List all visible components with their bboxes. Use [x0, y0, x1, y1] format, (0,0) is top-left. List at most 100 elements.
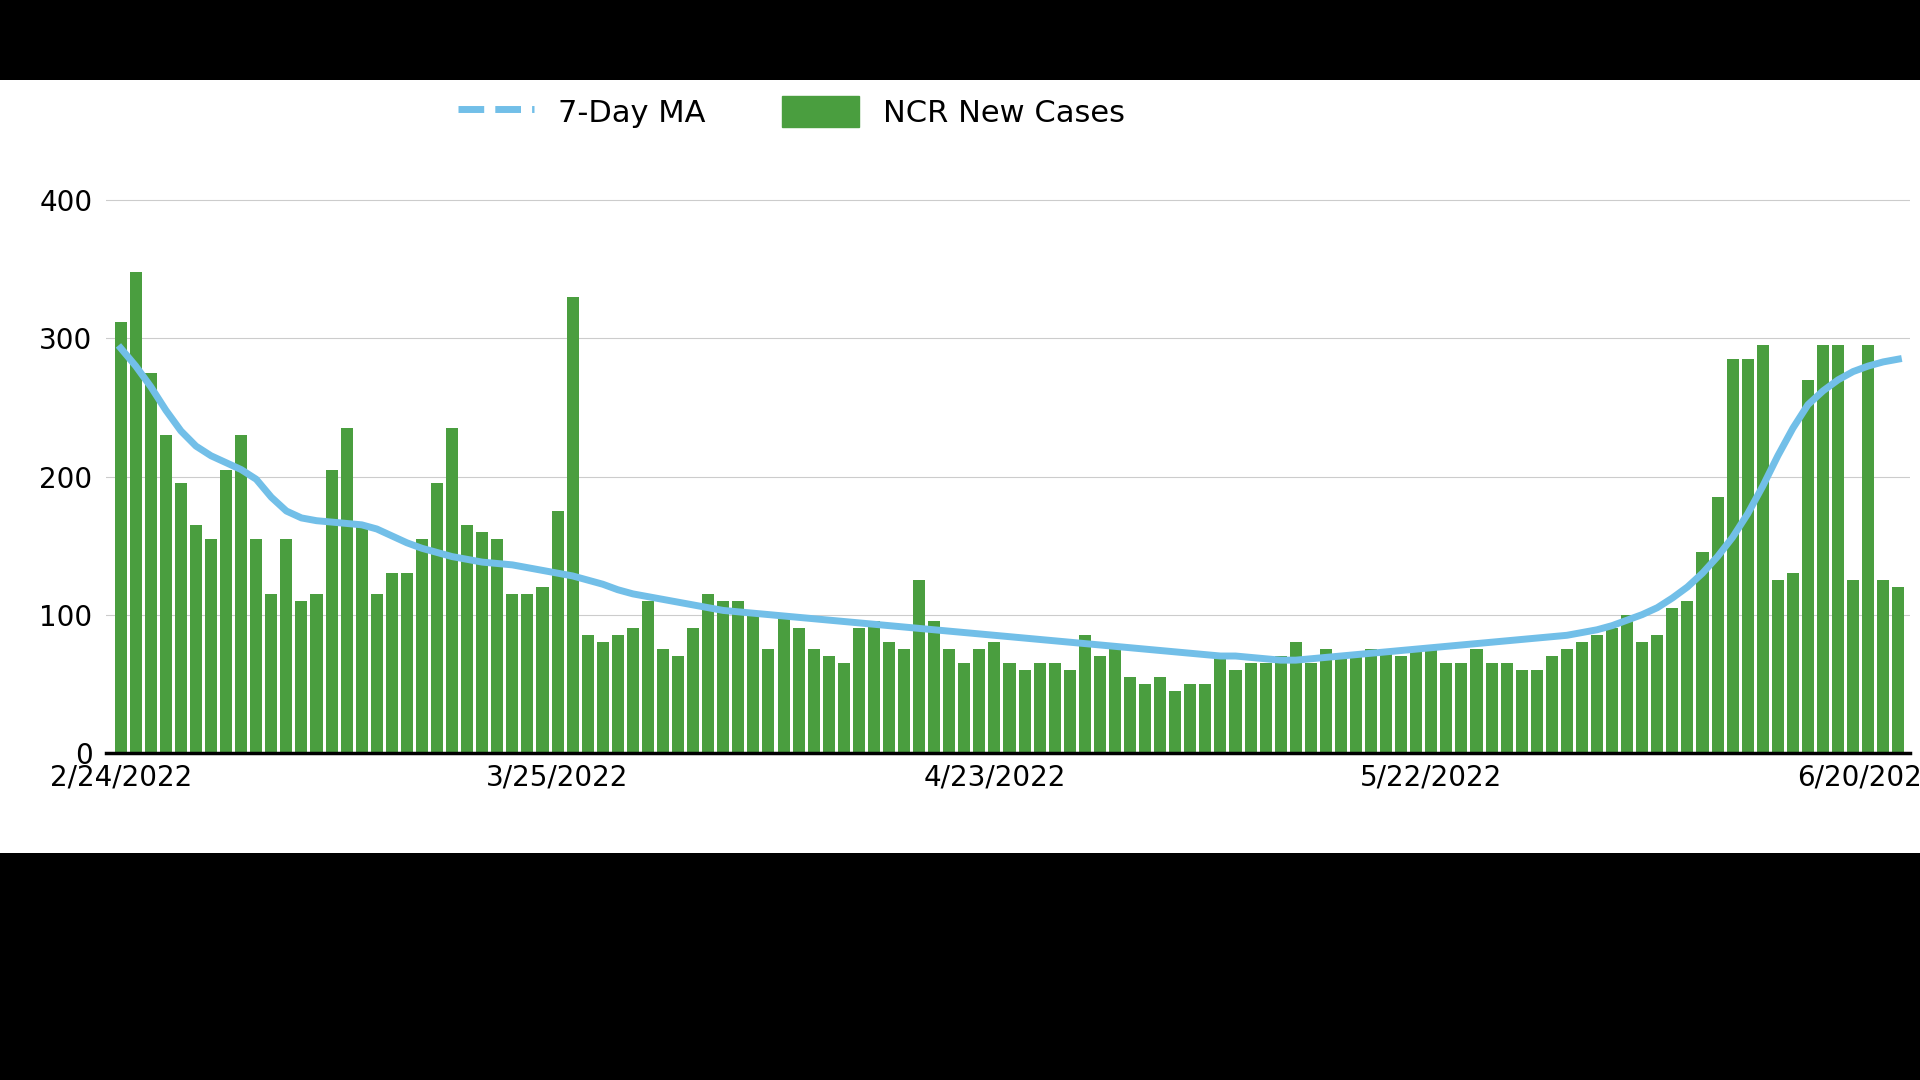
Bar	[1048, 663, 1060, 753]
Bar	[1064, 670, 1075, 753]
Bar	[626, 629, 639, 753]
Bar	[1816, 346, 1830, 753]
Bar	[1711, 497, 1724, 753]
Bar	[747, 615, 760, 753]
Bar	[672, 656, 684, 753]
Bar	[1306, 663, 1317, 753]
Bar	[1530, 670, 1544, 753]
Bar	[868, 621, 879, 753]
Bar	[1244, 663, 1256, 753]
Bar	[808, 649, 820, 753]
Bar	[430, 484, 444, 753]
Bar	[703, 594, 714, 753]
Bar	[1788, 573, 1799, 753]
Bar	[221, 470, 232, 753]
Bar	[1741, 360, 1753, 753]
Bar	[1319, 649, 1332, 753]
Bar	[1200, 684, 1212, 753]
Bar	[1726, 360, 1740, 753]
Bar	[1620, 615, 1634, 753]
Bar	[1409, 649, 1423, 753]
Bar	[205, 539, 217, 753]
Bar	[687, 629, 699, 753]
Bar	[492, 539, 503, 753]
Bar	[1455, 663, 1467, 753]
Bar	[1033, 663, 1046, 753]
Bar	[762, 649, 774, 753]
Bar	[943, 649, 956, 753]
Bar	[522, 594, 534, 753]
Bar	[476, 531, 488, 753]
Bar	[1546, 656, 1557, 753]
Bar	[1110, 649, 1121, 753]
Bar	[175, 484, 186, 753]
Bar	[326, 470, 338, 753]
Bar	[989, 643, 1000, 753]
Bar	[1350, 656, 1361, 753]
Bar	[1290, 643, 1302, 753]
Bar	[1169, 690, 1181, 753]
Bar	[1004, 663, 1016, 753]
Bar	[927, 621, 941, 753]
Bar	[296, 600, 307, 753]
Bar	[1772, 580, 1784, 753]
Bar	[144, 373, 157, 753]
Bar	[1697, 553, 1709, 753]
Bar	[793, 629, 804, 753]
Bar	[1275, 656, 1286, 753]
Bar	[732, 600, 745, 753]
Bar	[1334, 656, 1348, 753]
Bar	[190, 525, 202, 753]
Bar	[234, 435, 248, 753]
Bar	[883, 643, 895, 753]
Bar	[1832, 346, 1843, 753]
Bar	[1501, 663, 1513, 753]
Bar	[1893, 586, 1905, 753]
Bar	[1079, 635, 1091, 753]
Bar	[280, 539, 292, 753]
Bar	[852, 629, 864, 753]
Bar	[958, 663, 970, 753]
Bar	[914, 580, 925, 753]
Bar	[1682, 600, 1693, 753]
Bar	[1260, 663, 1271, 753]
Bar	[386, 573, 397, 753]
Bar	[641, 600, 655, 753]
Bar	[131, 272, 142, 753]
Bar	[536, 586, 549, 753]
Bar	[778, 615, 789, 753]
Bar	[115, 322, 127, 753]
Bar	[401, 573, 413, 753]
Bar	[1471, 649, 1482, 753]
Bar	[1094, 656, 1106, 753]
Bar	[1139, 684, 1152, 753]
Bar	[250, 539, 263, 753]
Bar	[899, 649, 910, 753]
Bar	[159, 435, 173, 753]
Bar	[1862, 346, 1874, 753]
Bar	[507, 594, 518, 753]
Bar	[718, 600, 730, 753]
Bar	[1380, 649, 1392, 753]
Bar	[311, 594, 323, 753]
Bar	[461, 525, 472, 753]
Bar	[1229, 670, 1242, 753]
Bar	[1636, 643, 1647, 753]
Bar	[1515, 670, 1528, 753]
Bar	[265, 594, 276, 753]
Bar	[340, 428, 353, 753]
Bar	[355, 525, 369, 753]
Bar	[597, 643, 609, 753]
Bar	[1561, 649, 1572, 753]
Bar	[822, 656, 835, 753]
Bar	[1440, 663, 1452, 753]
Bar	[417, 539, 428, 753]
Bar	[445, 428, 459, 753]
Bar	[1607, 629, 1619, 753]
Bar	[371, 594, 382, 753]
Bar	[1185, 684, 1196, 753]
Bar	[1576, 643, 1588, 753]
Bar	[1651, 635, 1663, 753]
Legend: 7-Day MA, NCR New Cases: 7-Day MA, NCR New Cases	[445, 83, 1137, 140]
Bar	[1213, 656, 1227, 753]
